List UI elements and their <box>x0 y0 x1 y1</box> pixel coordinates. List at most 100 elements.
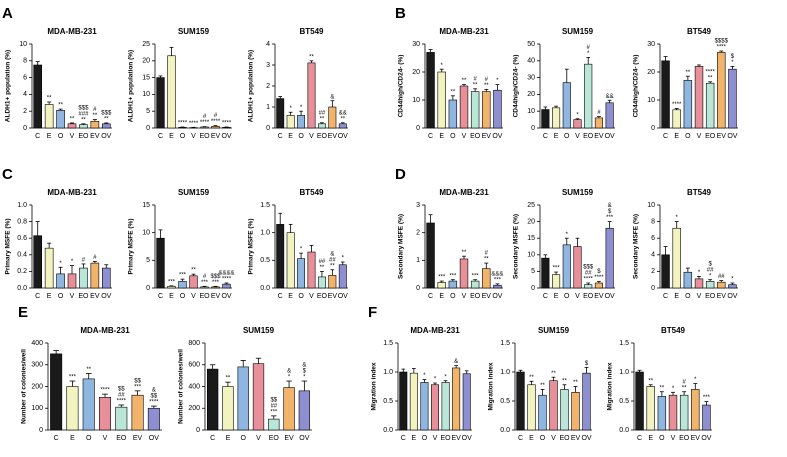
bar <box>448 280 458 289</box>
bar <box>328 274 337 289</box>
x-tick-label: O <box>450 293 456 300</box>
bar <box>298 390 311 431</box>
x-tick-label: OV <box>221 133 231 140</box>
bar <box>426 52 435 129</box>
x-tick-label: E <box>47 133 52 140</box>
bar <box>147 407 160 431</box>
x-tick-label: V <box>575 293 580 300</box>
y-tick-label: 0.0 <box>500 427 510 434</box>
y-tick-label: 1.0 <box>260 230 270 237</box>
x-tick-label: O <box>422 435 428 442</box>
y-tick-label: 100 <box>31 405 43 412</box>
x-tick-label: E <box>674 133 679 140</box>
bar <box>79 124 88 129</box>
significance-label: & <box>287 369 291 375</box>
x-tick-label: V <box>462 293 467 300</box>
significance-label: ** <box>340 116 345 122</box>
bar <box>482 91 491 129</box>
y-axis-label: ALDH1+ population (%) <box>248 50 255 122</box>
y-axis-label: CD44high/CD24- (%) <box>398 55 405 118</box>
panel-letter: D <box>395 166 406 183</box>
x-tick-label: OV <box>149 435 159 442</box>
x-tick-label: EV <box>90 133 100 140</box>
bar <box>705 82 715 129</box>
y-axis-label: Secondary MSFE (%) <box>398 214 405 279</box>
x-tick-label: O <box>86 435 92 442</box>
y-tick-label: 30 <box>647 41 655 48</box>
panel-letter: A <box>2 5 13 22</box>
significance-label: * <box>698 270 701 276</box>
x-tick-label: C <box>663 293 668 300</box>
bar <box>67 123 77 129</box>
chart-title: SUM159 <box>538 326 570 335</box>
bar <box>115 406 128 431</box>
bar <box>328 106 337 129</box>
significance-label: ** <box>58 103 63 109</box>
bar <box>101 123 111 129</box>
x-tick-label: E <box>288 293 293 300</box>
bar <box>549 380 558 431</box>
bar <box>573 246 582 289</box>
bar <box>206 368 219 431</box>
x-tick-label: V <box>191 133 196 140</box>
significance-label: $ <box>303 369 307 375</box>
x-tick-label: OV <box>605 293 615 300</box>
x-tick-label: OV <box>727 133 737 140</box>
y-tick-label: 0 <box>651 125 655 132</box>
bar <box>131 394 144 431</box>
significance-label: * <box>496 78 499 84</box>
x-tick-label: OV <box>727 293 737 300</box>
significance-label: *** <box>69 375 77 381</box>
y-tick-label: 2 <box>416 230 420 237</box>
significance-label: ** <box>484 257 489 263</box>
x-tick-label: EO <box>559 435 570 442</box>
bar <box>437 282 446 289</box>
significance-label: **** <box>211 119 221 125</box>
x-tick-label: E <box>554 293 559 300</box>
x-tick-label: V <box>103 435 108 442</box>
bar <box>657 396 667 431</box>
significance-label: ### <box>78 111 89 117</box>
y-tick-label: 0.8 <box>17 218 27 225</box>
y-tick-label: 10 <box>19 41 27 48</box>
significance-label: ** <box>47 96 52 102</box>
x-tick-label: EV <box>133 435 143 442</box>
y-axis-label: ALDH1+ population (%) <box>128 50 135 122</box>
significance-label: * <box>423 373 426 379</box>
bar <box>338 264 347 289</box>
significance-label: $$$$ <box>715 39 729 45</box>
y-tick-label: 10 <box>527 108 535 115</box>
x-tick-label: E <box>529 435 534 442</box>
x-tick-label: V <box>671 435 676 442</box>
y-tick-label: 8 <box>651 218 655 225</box>
bar <box>448 99 458 129</box>
bar <box>66 386 79 431</box>
bar <box>605 102 614 129</box>
bar <box>430 384 439 431</box>
y-tick-label: 0 <box>531 125 535 132</box>
x-tick-label: EV <box>594 133 604 140</box>
significance-label: ** <box>551 371 556 377</box>
significance-label: $$ <box>151 394 158 400</box>
chart-title: MDA-MB-231 <box>439 27 489 36</box>
significance-label: ## <box>319 259 326 265</box>
significance-label: # <box>214 113 218 119</box>
bar <box>679 394 689 431</box>
y-tick-label: 300 <box>31 362 43 369</box>
x-tick-label: V <box>309 293 314 300</box>
y-tick-label: 0.0 <box>260 285 270 292</box>
significance-label: **** <box>672 102 682 108</box>
significance-label: ** <box>462 78 467 84</box>
x-tick-label: O <box>685 293 691 300</box>
bar <box>286 232 295 289</box>
significance-label: ** <box>686 70 691 76</box>
x-tick-label: OV <box>338 293 348 300</box>
chart-title: MDA-MB-231 <box>410 326 460 335</box>
x-tick-label: EO <box>317 133 328 140</box>
bar <box>222 127 231 129</box>
x-tick-label: EO <box>583 293 594 300</box>
x-tick-label: EO <box>199 293 210 300</box>
bar <box>426 222 435 289</box>
significance-label: # <box>587 45 591 51</box>
y-tick-label: 1.0 <box>17 202 27 209</box>
